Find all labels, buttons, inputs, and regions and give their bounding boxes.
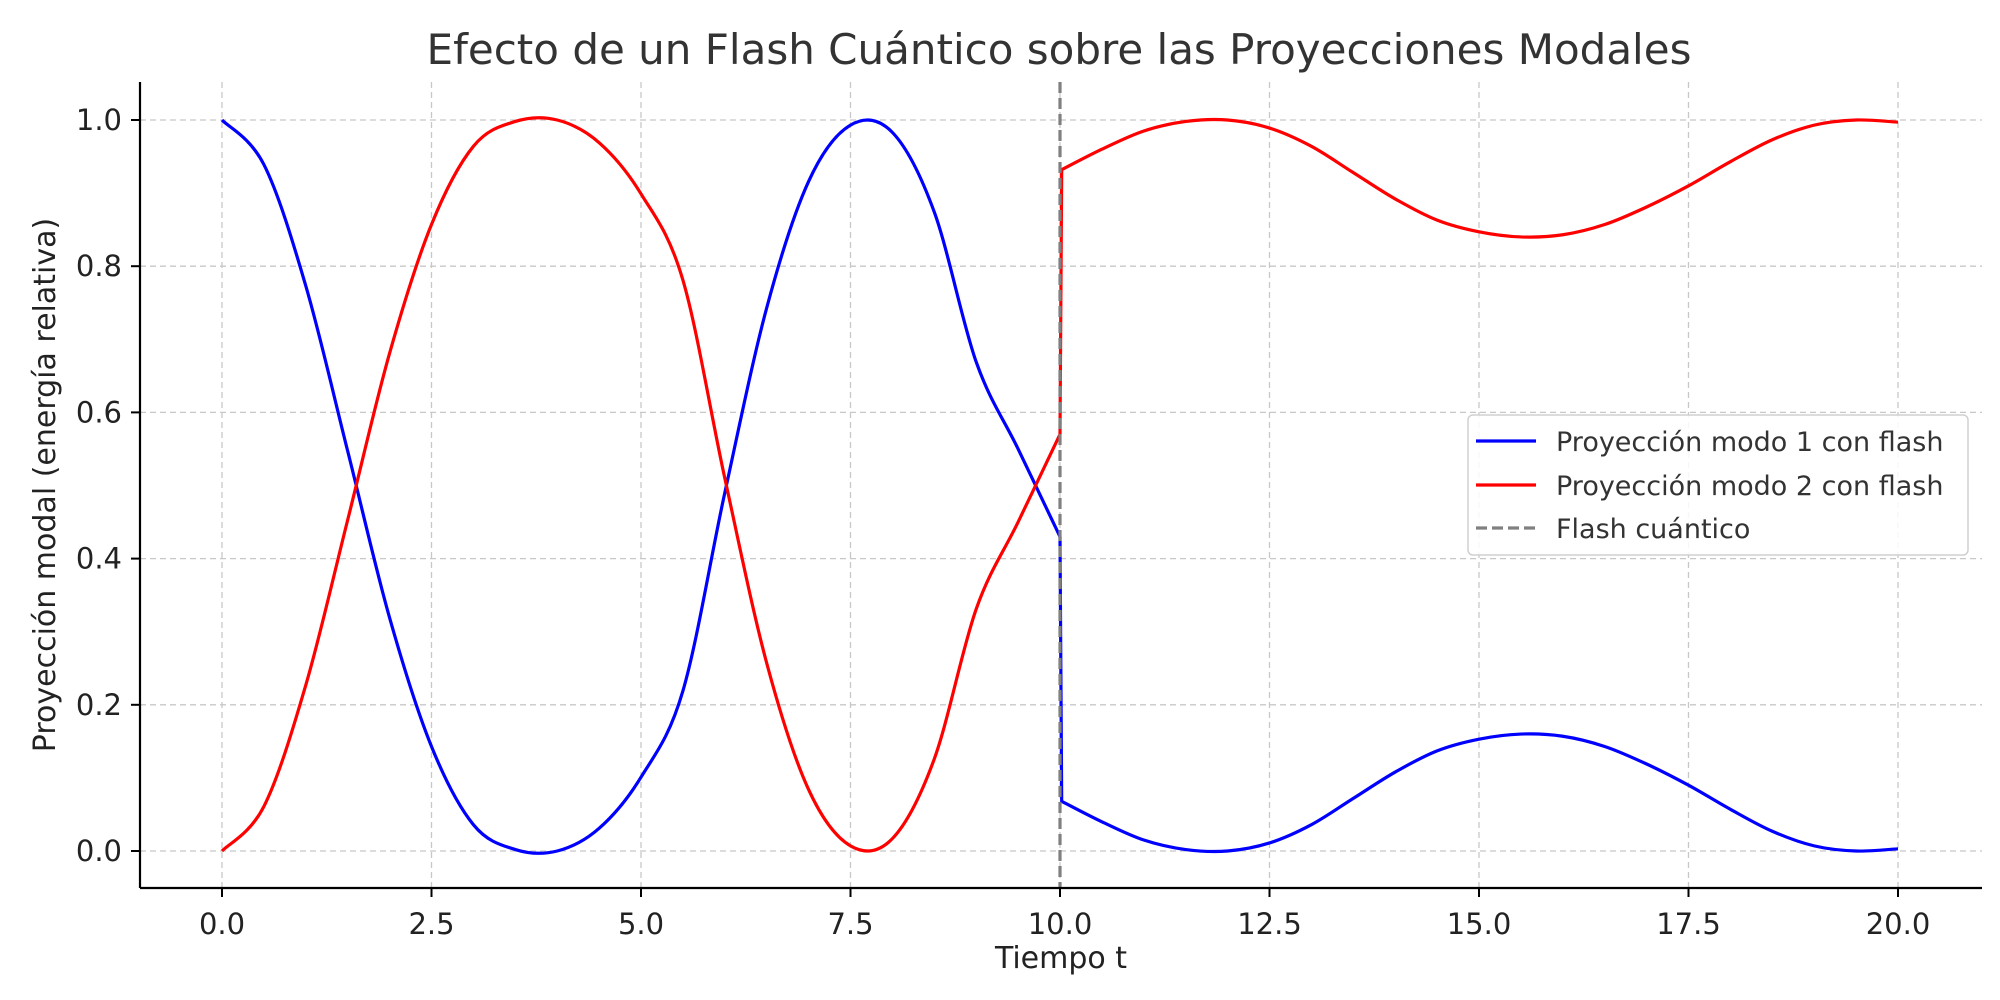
y-tick-label: 1.0 (76, 103, 122, 137)
series-line-mode2 (220, 116, 1899, 853)
legend-label-flash: Flash cuántico (1556, 514, 1750, 545)
x-tick-label: 7.5 (827, 907, 873, 941)
y-tick-label: 0.2 (76, 688, 122, 722)
y-axis-label: Proyección modal (energía relativa) (28, 218, 63, 752)
x-tick-label: 5.0 (618, 907, 664, 941)
legend: Proyección modo 1 con flash Proyección m… (1467, 414, 1969, 556)
x-tick-label: 12.5 (1237, 907, 1302, 941)
y-tick-label: 0.4 (76, 542, 122, 576)
legend-label-mode2: Proyección modo 2 con flash (1556, 471, 1943, 502)
series-line-mode1 (220, 118, 1899, 855)
x-tick-label: 15.0 (1447, 907, 1512, 941)
legend-box (1467, 414, 1969, 556)
y-tick-label: 0.6 (76, 395, 122, 429)
y-tick-label: 0.8 (76, 249, 122, 283)
x-tick-label: 10.0 (1028, 907, 1093, 941)
legend-label-mode1: Proyección modo 1 con flash (1556, 427, 1943, 458)
chart-title: Efecto de un Flash Cuántico sobre las Pr… (427, 25, 1692, 74)
y-tick-label: 0.0 (76, 834, 122, 868)
x-axis-label: Tiempo t (994, 941, 1127, 976)
plot-area (220, 82, 1899, 888)
x-tick-label: 20.0 (1866, 907, 1931, 941)
axis-ticks: 0.0 2.5 5.0 7.5 10.0 12.5 15.0 17.5 20.0 0.0 0.2 0.… (76, 103, 1930, 941)
x-tick-label: 2.5 (408, 907, 454, 941)
x-tick-label: 0.0 (199, 907, 245, 941)
x-tick-label: 17.5 (1656, 907, 1721, 941)
